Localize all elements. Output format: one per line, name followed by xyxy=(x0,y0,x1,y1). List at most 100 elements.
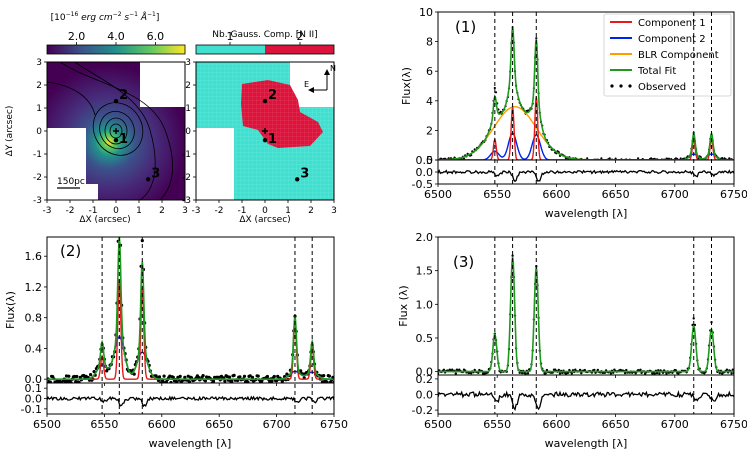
map-x-tick-label: -2 xyxy=(66,206,75,216)
legend-component1: Component 1 xyxy=(638,18,706,29)
spectrum-panel-1: 0 2 4 6 8 10 6500 6550 6600 6650 6700 6750 0.50.0-0.… xyxy=(400,6,747,220)
ncomp-tick-2: 2 xyxy=(297,30,304,43)
observed-point xyxy=(628,160,630,162)
observed-point xyxy=(162,374,166,378)
observed-point xyxy=(600,157,603,160)
map-point-3 xyxy=(146,177,151,182)
observed-point xyxy=(596,368,599,372)
observed-point xyxy=(511,254,514,257)
observed-point xyxy=(178,374,182,378)
panel-1-residual-frame xyxy=(437,159,735,185)
panel-2-ylabel: Flux(λ) xyxy=(4,291,17,329)
observed-point xyxy=(453,156,456,159)
compass-north: N xyxy=(330,64,336,73)
observed-point xyxy=(473,368,476,372)
observed-point xyxy=(92,370,96,374)
observed-point xyxy=(545,368,549,372)
observed-point xyxy=(665,372,668,375)
observed-point xyxy=(169,380,173,383)
y-tick-label: 1.5 xyxy=(416,265,434,278)
map-point-1 xyxy=(262,138,268,143)
panel-3-residual-frame xyxy=(437,374,735,415)
observed-point xyxy=(580,371,583,375)
observed-point xyxy=(196,375,201,379)
ncomp-colorbar-label: Nb. Gauss. Comp. [N II] xyxy=(212,30,317,40)
flux-colorbar-label: [10−16 erg cm−2 s−1 Å−1] xyxy=(51,11,160,23)
legend: Component 1 Component 2 BLR Component To… xyxy=(603,13,732,97)
x-tick-label: 6600 xyxy=(148,418,176,431)
panel-2-frame xyxy=(46,236,335,384)
map-y-tick-label: 2 xyxy=(185,81,191,91)
map-x-tick-label: -1 xyxy=(89,206,98,216)
observed-point xyxy=(586,157,589,160)
y-tick-label: 0.4 xyxy=(25,342,43,355)
map-x-tick-label: -3 xyxy=(43,206,52,216)
flux-map-xlabel: ΔX (arcsec) xyxy=(79,215,130,225)
ncomp-tick-1: 1 xyxy=(227,30,234,43)
map-center-cross xyxy=(113,128,119,134)
observed-point xyxy=(230,379,234,383)
residual-y-tick-label: -0.1 xyxy=(21,403,42,416)
observed-point xyxy=(655,160,657,162)
observed-point xyxy=(299,369,303,373)
observed-point xyxy=(327,374,331,378)
observed-point xyxy=(570,372,573,375)
observed-point xyxy=(454,372,457,375)
observed-point xyxy=(89,373,93,377)
ncomp-map-panel: Nb. Gauss. Comp. [N II] 1 2 -3 -2 -1 0 1 2 3-3… xyxy=(182,30,337,225)
x-tick-label: 6550 xyxy=(483,418,511,431)
observed-point xyxy=(655,371,659,375)
observed-point xyxy=(276,374,280,378)
observed-point xyxy=(730,372,733,375)
observed-point xyxy=(256,374,260,378)
x-tick-label: 6550 xyxy=(90,418,118,431)
map-y-tick-label: -1 xyxy=(182,150,191,160)
residual-y-tick-label: 0.2 xyxy=(416,373,434,386)
observed-point xyxy=(524,372,527,375)
observed-point xyxy=(583,160,585,162)
flux-contours xyxy=(47,62,173,200)
x-tick-label: 6700 xyxy=(263,418,291,431)
flux-colorbar-tick-label: 6.0 xyxy=(147,30,165,43)
observed-point xyxy=(67,374,71,378)
x-tick-label: 6750 xyxy=(720,188,747,201)
map-x-tick-label: 2 xyxy=(308,206,314,216)
residual-line xyxy=(437,390,735,412)
observed-point xyxy=(679,157,682,160)
observed-point xyxy=(183,375,187,379)
map-y-tick-label: 3 xyxy=(36,58,42,68)
map-y-tick-label: -3 xyxy=(182,196,191,206)
flux-map-panel: [10−16 erg cm−2 s−1 Å−1] 2.0 4.0 6.0 -3 -2 -… xyxy=(5,11,188,225)
map-x-tick-label: 1 xyxy=(285,206,291,216)
observed-point xyxy=(637,157,640,160)
spectrum-panel-2: 0.0 0.4 0.8 1.2 1.6 6500 6550 6600 6650 6700 6750 0… xyxy=(4,236,348,450)
map-y-tick-label: -3 xyxy=(33,196,42,206)
panel-3-frame xyxy=(437,236,735,376)
y-tick-label: 4 xyxy=(426,95,433,108)
legend-component2: Component 2 xyxy=(638,34,706,45)
y-tick-label: 2 xyxy=(426,124,433,137)
observed-point xyxy=(658,372,661,375)
observed-point xyxy=(623,160,625,162)
observed-point xyxy=(592,160,594,162)
residual-y-tick-label: 0.0 xyxy=(416,166,434,179)
panel-1-ylabel: Flux(λ) xyxy=(400,67,413,105)
flux-map-ylabel: ΔY (arcsec) xyxy=(5,106,15,157)
map-point-label-1: 1 xyxy=(268,132,277,147)
ncomp-map-points: 1 2 3 xyxy=(262,88,309,182)
map-x-tick-label: 0 xyxy=(262,206,268,216)
residual-line xyxy=(46,395,335,408)
scale-bar-label: 150pc xyxy=(57,177,85,187)
compass: N E xyxy=(304,64,336,93)
ncomp-colorbar-segment-1 xyxy=(196,45,265,54)
residual-y-tick-label: 0.0 xyxy=(416,389,434,402)
x-tick-label: 6700 xyxy=(661,418,689,431)
flux-map-points: 1 2 3 xyxy=(113,88,160,182)
observed-point xyxy=(272,374,276,379)
map-x-tick-label: 2 xyxy=(159,206,165,216)
component1-line xyxy=(47,279,334,380)
observed-point xyxy=(636,160,638,162)
panel-3-xlabel: wavelength [λ] xyxy=(545,437,628,450)
map-point-3 xyxy=(295,177,300,182)
